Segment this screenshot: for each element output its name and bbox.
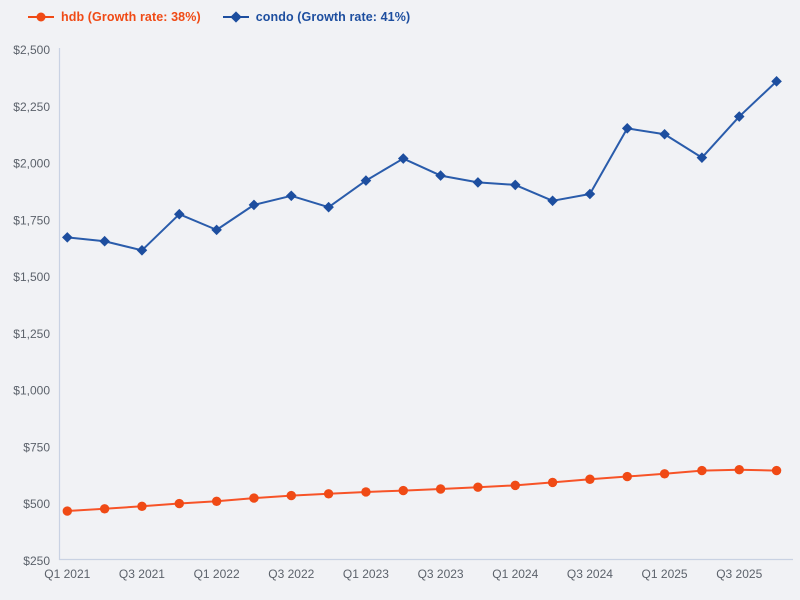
y-tick-label: $250 <box>23 554 50 568</box>
x-tick-label: Q1 2024 <box>492 567 538 581</box>
hdb-data-point-marker[interactable] <box>585 474 595 484</box>
condo-data-point-marker[interactable] <box>547 195 558 207</box>
condo-data-point-marker[interactable] <box>136 245 148 256</box>
condo-data-point-marker[interactable] <box>435 170 446 181</box>
hdb-data-point-marker[interactable] <box>771 465 782 476</box>
hdb-data-point-marker[interactable] <box>435 484 446 494</box>
hdb-data-point-marker[interactable] <box>99 504 110 514</box>
hdb-data-point-marker[interactable] <box>137 501 147 511</box>
x-tick-label: Q1 2022 <box>194 567 240 581</box>
condo-data-point-marker[interactable] <box>211 224 222 236</box>
condo-data-point-marker[interactable] <box>62 232 73 243</box>
x-tick-label: Q1 2023 <box>343 567 389 581</box>
condo-data-point-marker[interactable] <box>99 235 110 247</box>
x-tick-label: Q3 2025 <box>716 567 762 581</box>
x-tick-label: Q3 2021 <box>119 567 165 581</box>
condo-data-point-marker[interactable] <box>360 175 372 186</box>
x-tick-label: Q3 2022 <box>268 567 314 581</box>
condo-data-point-marker[interactable] <box>285 190 297 202</box>
y-tick-label: $1,250 <box>13 327 50 341</box>
condo-data-point-marker[interactable] <box>248 199 260 211</box>
hdb-circle-marker-icon <box>28 11 54 23</box>
condo-data-point-marker[interactable] <box>659 128 670 140</box>
condo-data-point-marker[interactable] <box>733 111 745 122</box>
legend-item-condo[interactable]: condo (Growth rate: 41%) <box>222 10 411 24</box>
y-tick-label: $2,250 <box>13 100 50 114</box>
hdb-data-point-marker[interactable] <box>473 482 483 492</box>
x-tick-label: Q3 2023 <box>418 567 464 581</box>
condo-series <box>62 76 782 256</box>
hdb-data-point-marker[interactable] <box>249 493 259 503</box>
hdb-data-point-marker[interactable] <box>734 465 744 475</box>
hdb-data-point-marker[interactable] <box>547 477 558 488</box>
hdb-data-point-marker[interactable] <box>361 487 371 497</box>
legend-item-hdb[interactable]: hdb (Growth rate: 38%) <box>28 10 201 24</box>
x-tick-label: Q1 2025 <box>642 567 688 581</box>
condo-data-point-marker[interactable] <box>584 188 596 200</box>
legend-label-hdb: hdb (Growth rate: 38%) <box>61 10 201 24</box>
hdb-data-point-marker[interactable] <box>211 496 222 506</box>
y-tick-label: $500 <box>23 497 50 511</box>
y-axis-labels: $250 $500 $750 $1,000 $1,250 $1,500 $1,750 $2,0… <box>13 43 50 568</box>
condo-data-point-marker[interactable] <box>472 177 484 188</box>
x-tick-label: Q3 2024 <box>567 567 613 581</box>
y-tick-label: $1,750 <box>13 213 50 227</box>
y-tick-label: $750 <box>23 440 50 454</box>
axis-lines <box>58 48 793 561</box>
hdb-data-point-marker[interactable] <box>622 471 632 482</box>
hdb-series <box>62 465 782 516</box>
series-line <box>66 80 778 252</box>
y-tick-label: $2,000 <box>13 157 50 171</box>
x-tick-label: Q1 2021 <box>44 567 90 581</box>
hdb-data-point-marker[interactable] <box>174 498 184 509</box>
condo-data-point-marker[interactable] <box>323 201 334 213</box>
hdb-data-point-marker[interactable] <box>398 485 408 496</box>
hdb-data-point-marker[interactable] <box>659 469 670 479</box>
hdb-data-point-marker[interactable] <box>323 489 334 499</box>
condo-diamond-marker-icon <box>222 11 249 23</box>
legend-label-condo: condo (Growth rate: 41%) <box>255 10 411 24</box>
y-tick-label: $2,500 <box>13 43 50 57</box>
hdb-data-point-marker[interactable] <box>510 480 520 491</box>
series-line <box>66 468 778 513</box>
condo-data-point-marker[interactable] <box>173 208 185 220</box>
condo-data-point-marker[interactable] <box>771 76 782 87</box>
condo-data-point-marker[interactable] <box>397 153 409 164</box>
y-tick-label: $1,000 <box>13 384 50 398</box>
x-axis-labels: Q1 2021 Q3 2021 Q1 2022 Q3 2022 Q1 2023 Q3 20… <box>44 567 762 581</box>
chart-legend: hdb (Growth rate: 38%) condo (Growth rat… <box>28 10 410 24</box>
condo-data-point-marker[interactable] <box>509 179 521 191</box>
hdb-data-point-marker[interactable] <box>286 490 296 501</box>
condo-data-point-marker[interactable] <box>696 152 708 163</box>
hdb-data-point-marker[interactable] <box>697 465 707 476</box>
hdb-data-point-marker[interactable] <box>62 506 72 516</box>
condo-data-point-marker[interactable] <box>621 123 633 134</box>
y-tick-label: $1,500 <box>13 270 50 284</box>
